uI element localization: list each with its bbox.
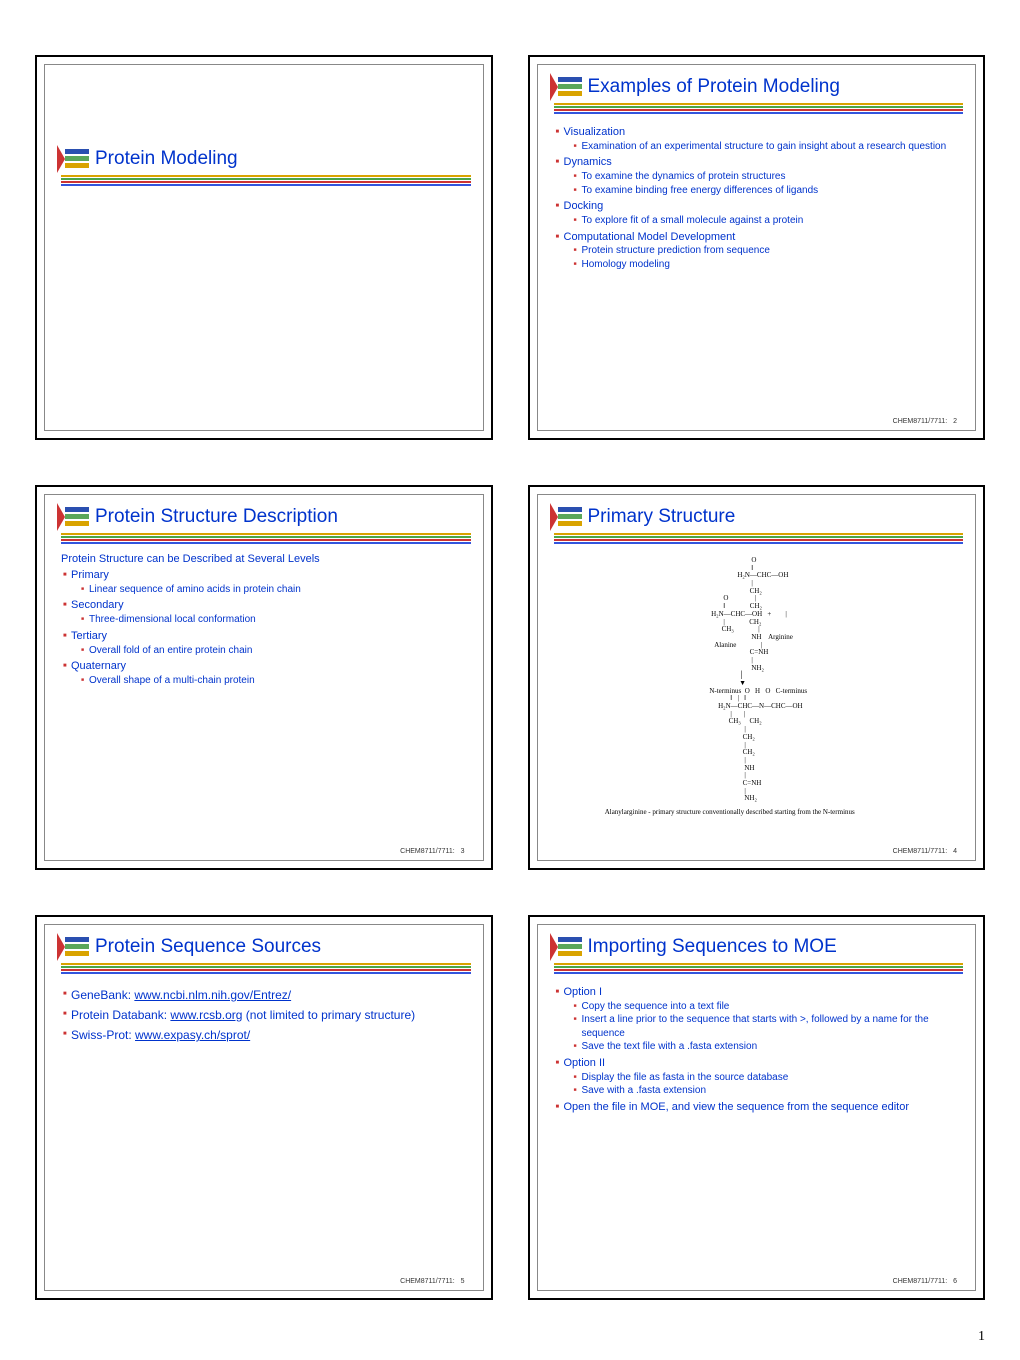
logo-icon — [550, 73, 582, 101]
slide-title: Protein Sequence Sources — [95, 937, 321, 958]
slide-footer: CHEM8711/7711: 5 — [57, 1278, 471, 1286]
list-item: Protein Databank: www.rcsb.org (not limi… — [71, 1007, 471, 1023]
list-item: Linear sequence of amino acids in protei… — [89, 583, 471, 597]
slide-title: Protein Structure Description — [95, 507, 338, 528]
list-item: Primary — [71, 568, 471, 583]
list-item: Insert a line prior to the sequence that… — [582, 1013, 964, 1040]
list-item: Save with a .fasta extension — [582, 1084, 964, 1098]
slide-3: Protein Structure Description Protein St… — [35, 485, 493, 870]
chemistry-diagram: O ‖ H₂N—CHC—OH | CH₂ O | ‖ CH₂ H₂N—CHC—O… — [554, 553, 964, 817]
slide-body: GeneBank: www.ncbi.nlm.nih.gov/Entrez/Pr… — [57, 983, 471, 1278]
list-item: To explore fit of a small molecule again… — [582, 214, 964, 228]
slide-footer: CHEM8711/7711: 4 — [550, 848, 964, 856]
list-item: Save the text file with a .fasta extensi… — [582, 1040, 964, 1054]
list-item: To examine the dynamics of protein struc… — [582, 170, 964, 184]
list-item: Overall shape of a multi-chain protein — [89, 674, 471, 688]
list-item: Three-dimensional local conformation — [89, 613, 471, 627]
list-item: Copy the sequence into a text file — [582, 1000, 964, 1014]
slide-title: Primary Structure — [588, 507, 736, 528]
logo-icon — [57, 503, 89, 531]
link[interactable]: www.expasy.ch/sprot/ — [135, 1028, 250, 1042]
list-item: Option I — [564, 985, 964, 1000]
logo-icon — [57, 145, 89, 173]
list-item: Tertiary — [71, 629, 471, 644]
link[interactable]: www.ncbi.nlm.nih.gov/Entrez/ — [134, 988, 291, 1002]
slide-2: Examples of Protein Modeling Visualizati… — [528, 55, 986, 440]
slide-grid: Protein Modeling Examples of Protein Mo — [0, 0, 1020, 1360]
slide-footer: CHEM8711/7711: 6 — [550, 1278, 964, 1286]
title-rules — [554, 103, 964, 115]
list-item: Secondary — [71, 598, 471, 613]
slide-title: Examples of Protein Modeling — [588, 77, 840, 98]
list-item: Homology modeling — [582, 258, 964, 272]
list-item: GeneBank: www.ncbi.nlm.nih.gov/Entrez/ — [71, 987, 471, 1003]
list-item: Overall fold of an entire protein chain — [89, 644, 471, 658]
list-item: Open the file in MOE, and view the seque… — [564, 1100, 964, 1115]
title-rules — [554, 963, 964, 975]
list-item: Swiss-Prot: www.expasy.ch/sprot/ — [71, 1027, 471, 1043]
slide-4: Primary Structure O ‖ H₂N—CHC—OH — [528, 485, 986, 870]
title-rules — [554, 533, 964, 545]
slide-body: O ‖ H₂N—CHC—OH | CH₂ O | ‖ CH₂ H₂N—CHC—O… — [550, 553, 964, 848]
list-item: Option II — [564, 1056, 964, 1071]
list-item: To examine binding free energy differenc… — [582, 184, 964, 198]
chem-caption: Alanylarginine - primary structure conve… — [605, 809, 912, 817]
title-rules — [61, 175, 471, 187]
slide-body: Option ICopy the sequence into a text fi… — [550, 983, 964, 1278]
list-item: Docking — [564, 199, 964, 214]
list-item: Visualization — [564, 125, 964, 140]
title-rules — [61, 533, 471, 545]
logo-icon — [550, 503, 582, 531]
list-item: Display the file as fasta in the source … — [582, 1071, 964, 1085]
logo-icon — [550, 933, 582, 961]
list-item: Examination of an experimental structure… — [582, 140, 964, 154]
logo-icon — [57, 933, 89, 961]
list-item: Dynamics — [564, 155, 964, 170]
list-item: Protein structure prediction from sequen… — [582, 244, 964, 258]
link[interactable]: www.rcsb.org — [170, 1008, 242, 1022]
list-item: Computational Model Development — [564, 230, 964, 245]
slide-title: Protein Modeling — [95, 149, 238, 170]
title-rules — [61, 963, 471, 975]
slide-6: Importing Sequences to MOE Option ICopy … — [528, 915, 986, 1300]
slide-subtitle: Protein Structure can be Described at Se… — [61, 553, 471, 565]
slide-title: Importing Sequences to MOE — [588, 937, 837, 958]
list-item: Quaternary — [71, 659, 471, 674]
slide-body: Protein Structure can be Described at Se… — [57, 553, 471, 848]
slide-body: VisualizationExamination of an experimen… — [550, 123, 964, 418]
slide-footer: CHEM8711/7711: 3 — [57, 848, 471, 856]
slide-5: Protein Sequence Sources GeneBank: www.n… — [35, 915, 493, 1300]
slide-footer: CHEM8711/7711: 2 — [550, 418, 964, 426]
page-number: 1 — [978, 1329, 985, 1345]
slide-1: Protein Modeling — [35, 55, 493, 440]
